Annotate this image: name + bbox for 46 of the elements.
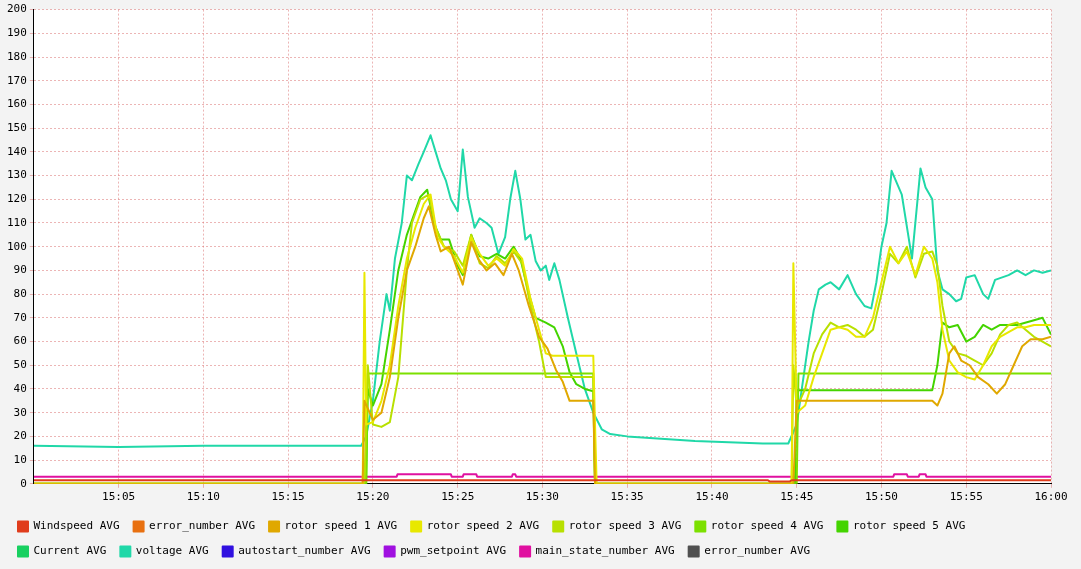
- y-tick-label: 180: [6, 49, 27, 63]
- y-tick-label: 120: [6, 192, 27, 206]
- x-tick-label: 15:25: [441, 490, 475, 504]
- y-tick-label: 40: [13, 381, 27, 395]
- legend-label: rotor speed 4 AVG: [710, 519, 824, 533]
- y-tick-label: 190: [6, 26, 27, 40]
- x-tick-label: 15:20: [356, 490, 390, 504]
- legend-label: rotor speed 5 AVG: [852, 519, 966, 533]
- legend-label: autostart_number AVG: [238, 544, 371, 558]
- y-tick-label: 170: [6, 73, 27, 87]
- y-tick-label: 140: [6, 144, 27, 158]
- legend-label: rotor speed 1 AVG: [284, 519, 398, 533]
- y-tick-label: 0: [20, 476, 27, 490]
- legend-label: main_state_number AVG: [535, 544, 675, 558]
- legend-label: voltage AVG: [135, 544, 209, 558]
- legend-label: error_number AVG: [704, 544, 811, 558]
- y-tick-label: 160: [6, 97, 27, 111]
- x-tick-label: 15:35: [610, 490, 644, 504]
- y-tick-label: 150: [6, 121, 27, 135]
- legend-label: Windspeed AVG: [33, 519, 120, 533]
- y-tick-label: 10: [13, 452, 27, 466]
- x-tick-label: 16:00: [1034, 490, 1068, 504]
- y-tick-label: 20: [13, 429, 27, 443]
- x-tick-label: 15:40: [695, 490, 729, 504]
- x-tick-label: 15:05: [102, 490, 136, 504]
- x-tick-label: 15:55: [949, 490, 983, 504]
- x-tick-label: 15:45: [780, 490, 814, 504]
- y-tick-label: 110: [6, 215, 27, 229]
- x-tick-label: 15:30: [525, 490, 559, 504]
- legend-label: rotor speed 3 AVG: [568, 519, 682, 533]
- y-tick-label: 130: [6, 168, 27, 182]
- x-tick-label: 15:50: [864, 490, 899, 504]
- y-tick-label: 50: [13, 358, 27, 372]
- x-tick-label: 15:10: [186, 490, 220, 504]
- legend-label: Current AVG: [33, 544, 107, 558]
- y-tick-label: 60: [13, 334, 27, 348]
- y-tick-label: 90: [13, 263, 27, 277]
- y-tick-label: 70: [13, 310, 27, 324]
- legend-label: error_number AVG: [149, 519, 256, 533]
- y-tick-label: 30: [13, 405, 27, 419]
- legend-label: rotor speed 2 AVG: [426, 519, 540, 533]
- y-tick-label: 80: [13, 286, 27, 300]
- y-tick-label: 200: [6, 2, 27, 16]
- legend-label: pwm_setpoint AVG: [400, 544, 507, 558]
- y-tick-label: 100: [6, 239, 27, 253]
- x-tick-label: 15:15: [271, 490, 305, 504]
